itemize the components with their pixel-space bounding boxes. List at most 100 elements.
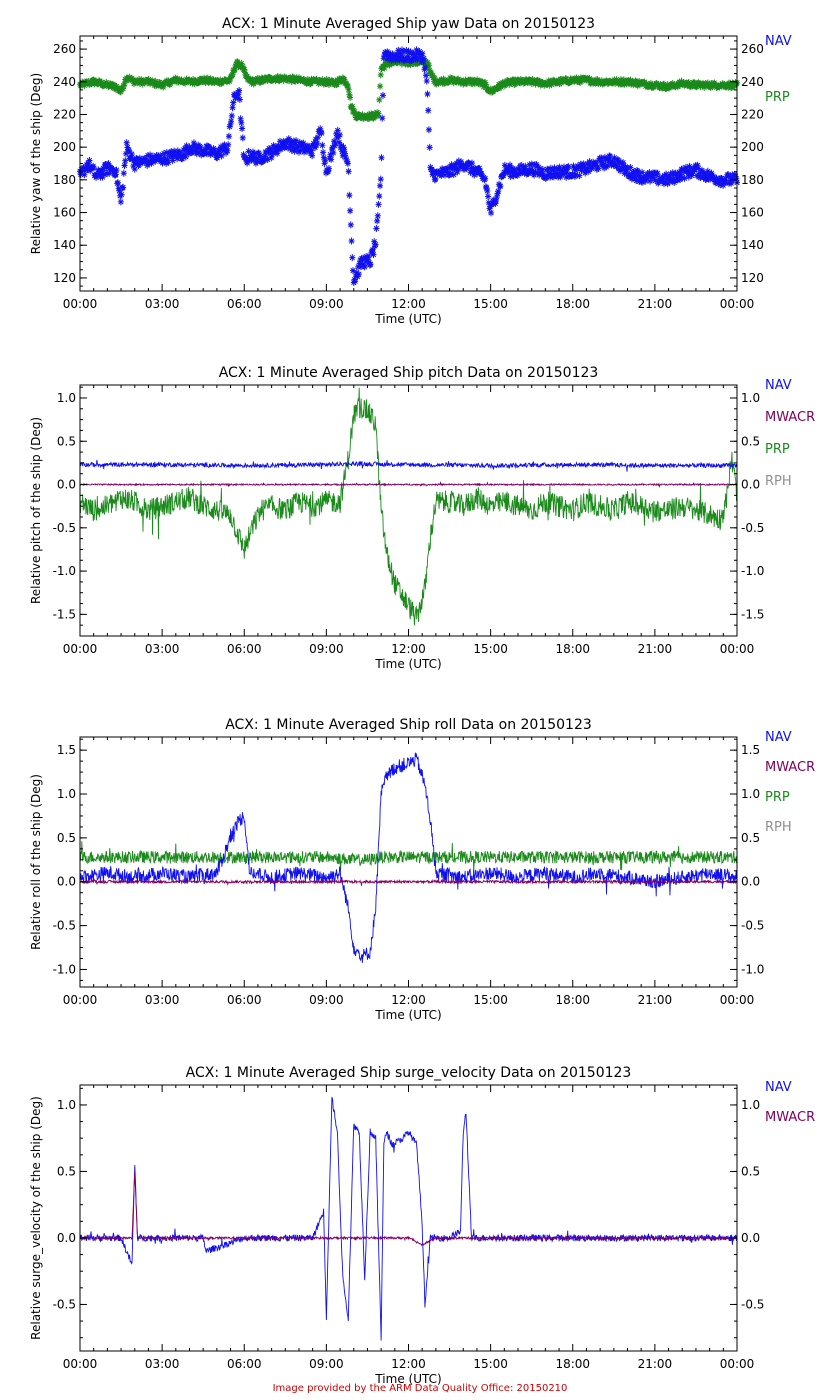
data-point bbox=[426, 143, 433, 151]
data-point bbox=[431, 74, 438, 82]
data-point bbox=[556, 163, 563, 171]
data-point bbox=[78, 80, 85, 88]
data-point bbox=[168, 148, 175, 156]
data-point bbox=[374, 217, 381, 225]
data-point bbox=[593, 159, 600, 167]
data-point bbox=[666, 178, 673, 186]
data-point bbox=[136, 161, 143, 169]
series-mwacr bbox=[79, 480, 738, 489]
data-point bbox=[145, 75, 152, 83]
data-point bbox=[351, 276, 358, 284]
data-point bbox=[122, 150, 129, 158]
y-tick-label-right: 0.0 bbox=[741, 478, 760, 492]
data-point bbox=[681, 174, 688, 182]
data-point bbox=[652, 177, 659, 185]
data-point bbox=[631, 172, 638, 180]
x-tick-label: 03:00 bbox=[145, 1357, 180, 1371]
data-point bbox=[260, 156, 267, 164]
x-tick-label: 15:00 bbox=[473, 642, 508, 656]
x-tick-label: 12:00 bbox=[391, 297, 426, 311]
data-point bbox=[304, 147, 311, 155]
y-tick-label-right: 0.0 bbox=[741, 875, 760, 889]
data-point bbox=[166, 81, 173, 89]
data-point bbox=[511, 81, 518, 89]
data-point bbox=[717, 181, 724, 189]
data-point bbox=[173, 152, 180, 160]
data-point bbox=[228, 112, 235, 120]
data-point bbox=[484, 187, 491, 195]
x-tick-label: 03:00 bbox=[145, 642, 180, 656]
y-tick-label-right: 1.0 bbox=[741, 391, 760, 405]
data-point bbox=[455, 157, 462, 165]
data-point bbox=[248, 79, 255, 87]
data-point bbox=[532, 168, 539, 176]
data-point bbox=[708, 169, 715, 177]
data-point bbox=[485, 193, 492, 201]
data-point bbox=[675, 173, 682, 181]
data-point bbox=[159, 159, 166, 167]
data-point bbox=[589, 163, 596, 171]
data-point bbox=[125, 146, 132, 154]
data-point bbox=[345, 167, 352, 175]
data-point bbox=[375, 200, 382, 208]
data-point bbox=[711, 79, 718, 87]
x-axis-label: Time (UTC) bbox=[374, 312, 441, 326]
data-point bbox=[201, 148, 208, 156]
data-point bbox=[395, 46, 402, 54]
data-point bbox=[204, 150, 211, 158]
data-point bbox=[341, 146, 348, 154]
data-point bbox=[383, 52, 390, 60]
x-tick-label: 18:00 bbox=[555, 1357, 590, 1371]
series-line bbox=[79, 1096, 738, 1341]
x-tick-label: 09:00 bbox=[309, 993, 344, 1007]
data-point bbox=[106, 169, 113, 177]
data-point bbox=[309, 152, 316, 160]
data-point bbox=[244, 159, 251, 167]
data-point bbox=[165, 158, 172, 166]
data-point bbox=[257, 153, 264, 161]
legend-mwacr: MWACR bbox=[765, 410, 815, 425]
data-point bbox=[419, 50, 426, 58]
data-point bbox=[320, 148, 327, 156]
data-point bbox=[474, 76, 481, 84]
data-point bbox=[676, 168, 683, 176]
y-tick-label: 0.0 bbox=[57, 875, 76, 889]
data-point bbox=[341, 150, 348, 158]
data-point bbox=[469, 159, 476, 167]
data-point bbox=[123, 139, 130, 147]
y-axis-label: Relative yaw of the ship (Deg) bbox=[29, 73, 43, 254]
y-tick-label-right: 0.5 bbox=[741, 434, 760, 448]
y-tick-label-right: 0.0 bbox=[741, 1231, 760, 1245]
data-point bbox=[98, 78, 105, 86]
data-point bbox=[670, 175, 677, 183]
series-mwacr bbox=[79, 1170, 738, 1247]
x-tick-label: 09:00 bbox=[309, 642, 344, 656]
data-point bbox=[501, 168, 508, 176]
data-point bbox=[120, 169, 127, 177]
data-point bbox=[126, 73, 133, 81]
data-point bbox=[583, 76, 590, 84]
data-point bbox=[418, 57, 425, 65]
data-point bbox=[691, 79, 698, 87]
x-axis-label: Time (UTC) bbox=[374, 657, 441, 671]
data-point bbox=[582, 169, 589, 177]
data-point bbox=[393, 54, 400, 62]
data-point bbox=[533, 161, 540, 169]
data-point bbox=[398, 60, 405, 68]
data-point bbox=[266, 74, 273, 82]
data-point bbox=[264, 77, 271, 85]
data-point bbox=[230, 99, 237, 107]
y-tick-label-right: -1.5 bbox=[741, 607, 764, 621]
data-point bbox=[598, 154, 605, 162]
chart-title: ACX: 1 Minute Averaged Ship roll Data on… bbox=[225, 717, 592, 733]
data-point bbox=[369, 246, 376, 254]
data-point bbox=[529, 76, 536, 84]
data-point bbox=[325, 165, 332, 173]
data-point bbox=[605, 156, 612, 164]
data-point bbox=[121, 80, 128, 88]
data-point bbox=[512, 80, 519, 88]
data-point bbox=[212, 146, 219, 154]
data-point bbox=[267, 147, 274, 155]
credit-text: Image provided by the ARM Data Quality O… bbox=[272, 1383, 568, 1394]
data-point bbox=[181, 151, 188, 159]
